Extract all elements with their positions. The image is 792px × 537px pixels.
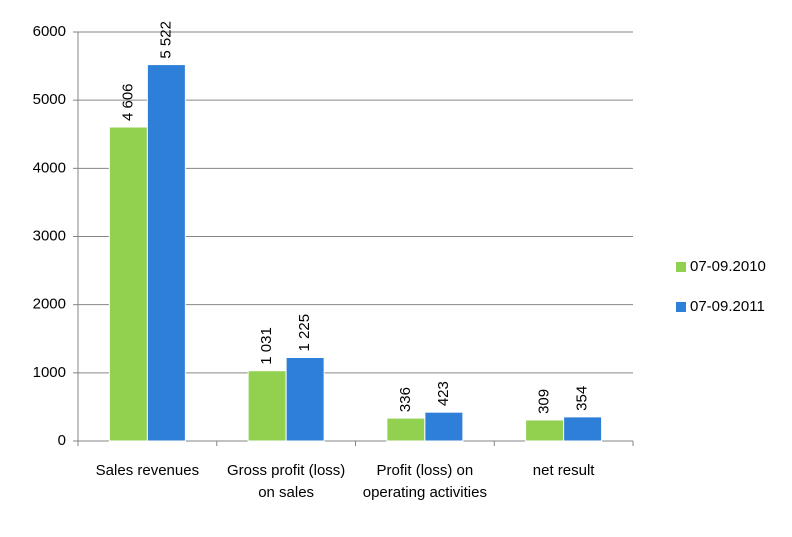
legend-swatch xyxy=(676,262,686,272)
value-label: 4 606 xyxy=(119,83,136,121)
bar xyxy=(563,416,603,442)
value-label: 1 031 xyxy=(258,327,275,365)
legend-label: 07-09.2010 xyxy=(690,258,766,275)
value-label: 5 522 xyxy=(157,21,174,59)
bar xyxy=(247,370,287,442)
legend-label: 07-09.2011 xyxy=(690,298,765,315)
bar xyxy=(386,417,426,442)
bar xyxy=(424,411,464,442)
bar xyxy=(525,419,565,442)
value-label: 1 225 xyxy=(296,314,313,352)
y-tick-label: 5000 xyxy=(33,91,66,108)
y-tick-label: 1000 xyxy=(33,364,66,381)
bar xyxy=(146,64,186,442)
value-label: 309 xyxy=(536,389,553,414)
legend-swatch xyxy=(676,302,686,312)
x-tick-label: net result xyxy=(532,462,595,479)
y-tick-label: 6000 xyxy=(33,23,66,40)
y-tick-label: 3000 xyxy=(33,227,66,244)
value-label: 354 xyxy=(574,386,591,411)
bar xyxy=(108,126,148,442)
x-tick-label: Sales revenues xyxy=(95,462,200,479)
bar xyxy=(285,356,325,442)
y-tick-label: 0 xyxy=(58,432,66,449)
value-label: 423 xyxy=(435,381,452,406)
y-tick-label: 4000 xyxy=(33,159,66,176)
x-tick-label: Gross profit (loss) on sales xyxy=(226,462,346,501)
value-label: 336 xyxy=(397,387,414,412)
x-tick-label: Profit (loss) on operating activities xyxy=(362,462,487,501)
y-tick-label: 2000 xyxy=(33,296,66,313)
